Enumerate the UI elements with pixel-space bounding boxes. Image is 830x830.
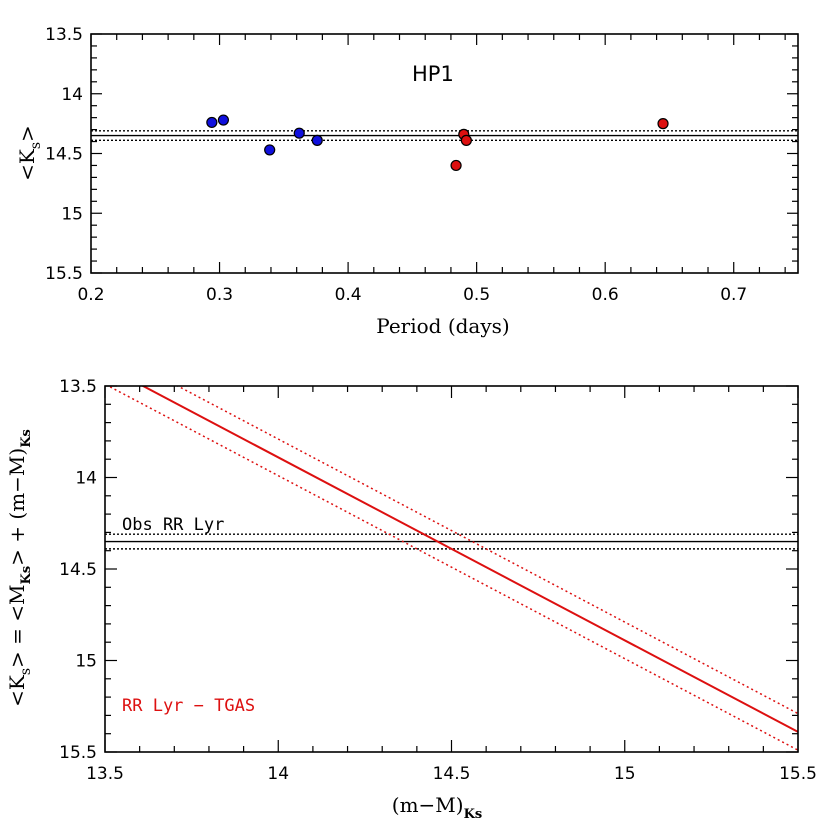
top-ytick-label: 15 xyxy=(61,204,83,224)
bottom-xtick-label: 13.5 xyxy=(86,764,124,784)
bottom-y-axis-title-part5: > + (m−M) xyxy=(5,448,29,566)
bottom-x-axis-title: (m−M)Ks xyxy=(392,793,482,822)
obs-rr-lyr-label: Obs RR Lyr xyxy=(122,515,224,535)
bottom-ytick-label: 15 xyxy=(75,652,97,672)
top-ytick-label: 13.5 xyxy=(45,25,83,45)
blue-data-point xyxy=(311,134,323,146)
top-y-axis-title-main: <K xyxy=(15,148,39,181)
relation-upper-bound xyxy=(176,386,798,715)
red-data-point xyxy=(460,134,472,146)
top-xtick-label: 0.6 xyxy=(592,285,619,305)
red-data-point xyxy=(450,159,462,172)
top-xtick-labels: 0.2 0.3 0.4 0.5 0.6 0.7 xyxy=(77,285,747,305)
top-x-axis-title: Period (days) xyxy=(376,314,509,338)
top-hlines xyxy=(91,130,798,142)
bottom-y-axis-title: <Ks> = <MKs> + (m−M)Ks xyxy=(5,429,34,707)
bottom-y-axis-title-part1: <K xyxy=(5,674,29,707)
top-y-axis-title-close: > xyxy=(15,125,39,142)
relation-lower-bound xyxy=(106,386,798,752)
bottom-ytick-labels: 13.5 14 14.5 15 15.5 xyxy=(59,377,97,763)
bottom-ytick-label: 15.5 xyxy=(59,743,97,763)
bottom-ytick-label: 13.5 xyxy=(59,377,97,397)
bottom-ytick-label: 14.5 xyxy=(59,560,97,580)
bottom-y-axis-title-part2: s xyxy=(18,668,34,675)
top-y-axis-title-sub: s xyxy=(28,142,44,149)
bottom-xtick-label: 15 xyxy=(614,764,636,784)
bottom-y-axis-title-part4: Ks xyxy=(19,566,34,585)
bottom-y-axis-title-part6: Ks xyxy=(19,429,34,448)
bottom-xtick-labels: 13.5 14 14.5 15 15.5 xyxy=(86,764,817,784)
top-ytick-label: 15.5 xyxy=(45,264,83,284)
top-y-axis-title: <Ks> xyxy=(15,125,44,181)
blue-data-point xyxy=(293,127,305,139)
bottom-xtick-label: 14 xyxy=(267,764,289,784)
top-ticks xyxy=(90,33,798,274)
red-data-point xyxy=(657,118,669,130)
blue-data-point xyxy=(217,114,230,126)
top-xtick-label: 0.3 xyxy=(206,285,233,305)
top-xtick-label: 0.5 xyxy=(463,285,490,305)
top-chart-title: HP1 xyxy=(412,62,454,86)
blue-data-point xyxy=(264,144,276,156)
top-ytick-labels: 13.5 14 14.5 15 15.5 xyxy=(45,25,83,284)
top-ytick-label: 14.5 xyxy=(45,145,83,165)
rr-lyr-tgas-label: RR Lyr − TGAS xyxy=(122,696,255,716)
bottom-y-axis-title-part3: > = <M xyxy=(5,584,29,667)
top-xtick-label: 0.4 xyxy=(335,285,362,305)
bottom-xtick-label: 14.5 xyxy=(433,764,471,784)
blue-data-point xyxy=(206,116,218,129)
bottom-relation-lines xyxy=(106,386,798,752)
bottom-x-axis-title-main: (m−M) xyxy=(392,793,464,817)
bottom-hlines xyxy=(105,533,798,550)
bottom-ticks xyxy=(104,385,799,753)
bottom-x-axis-title-sub: Ks xyxy=(464,807,483,822)
bottom-panel: 13.5 14 14.5 15 15.5 13.5 14 14.5 15 15.5 Obs RR… xyxy=(5,377,817,822)
top-points xyxy=(206,114,669,172)
top-ytick-label: 14 xyxy=(61,85,83,105)
bottom-ytick-label: 14 xyxy=(75,469,97,489)
relation-line xyxy=(140,386,798,734)
bottom-xtick-label: 15.5 xyxy=(779,764,817,784)
top-xtick-label: 0.7 xyxy=(720,285,747,305)
top-xtick-label: 0.2 xyxy=(77,285,104,305)
